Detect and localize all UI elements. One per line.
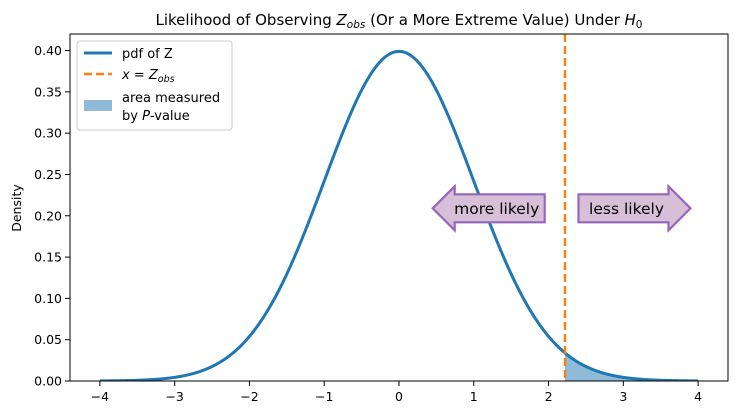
legend-zobs-label: x = Zobs [121, 68, 175, 85]
pvalue-area [565, 352, 699, 381]
x-tick-label: −3 [165, 389, 183, 404]
y-axis-label: Density [9, 184, 24, 232]
x-tick-label: 3 [619, 389, 627, 404]
y-tick-label: 0.20 [34, 208, 62, 223]
x-tick-label: 0 [395, 389, 403, 404]
y-tick-label: 0.00 [34, 374, 62, 389]
legend-box [76, 40, 233, 131]
x-tick-label: 1 [470, 389, 478, 404]
legend-area-swatch [84, 100, 112, 111]
x-tick-label: −4 [91, 389, 109, 404]
legend-area-label-line2: by P-value [122, 109, 190, 124]
x-tick-label: 2 [545, 389, 553, 404]
annotations: more likely less likely [431, 183, 693, 233]
y-tick-label: 0.15 [34, 250, 62, 265]
legend: pdf of Z x = Zobs area measured by P-val… [76, 40, 233, 131]
pdf-line [99, 49, 699, 381]
y-tick-label: 0.30 [34, 126, 62, 141]
x-tick-label: 4 [694, 389, 702, 404]
plot-area [99, 34, 699, 381]
y-tick-label: 0.40 [34, 43, 62, 58]
y-ticks: 0.00 0.05 0.10 0.15 0.20 0.25 0.30 0.35 0.40 [34, 43, 70, 389]
y-tick-label: 0.35 [34, 84, 62, 99]
x-ticks: −4 −3 −2 −1 0 1 2 3 4 [91, 381, 702, 404]
legend-pdf-label: pdf of Z [122, 47, 173, 62]
more-likely-label: more likely [454, 200, 539, 218]
y-tick-label: 0.05 [34, 332, 62, 347]
less-likely-arrow-shape [577, 183, 693, 233]
less-likely-arrow: less likely [577, 183, 693, 233]
less-likely-label: less likely [589, 200, 664, 218]
more-likely-arrow-shape [431, 183, 546, 233]
legend-area-label-line1: area measured [122, 91, 220, 106]
y-tick-label: 0.25 [34, 167, 62, 182]
more-likely-arrow: more likely [431, 183, 546, 233]
x-tick-label: −1 [315, 389, 333, 404]
y-tick-label: 0.10 [34, 291, 62, 306]
chart-title: Likelihood of Observing Zobs (Or a More … [156, 11, 643, 31]
x-tick-label: −2 [240, 389, 258, 404]
